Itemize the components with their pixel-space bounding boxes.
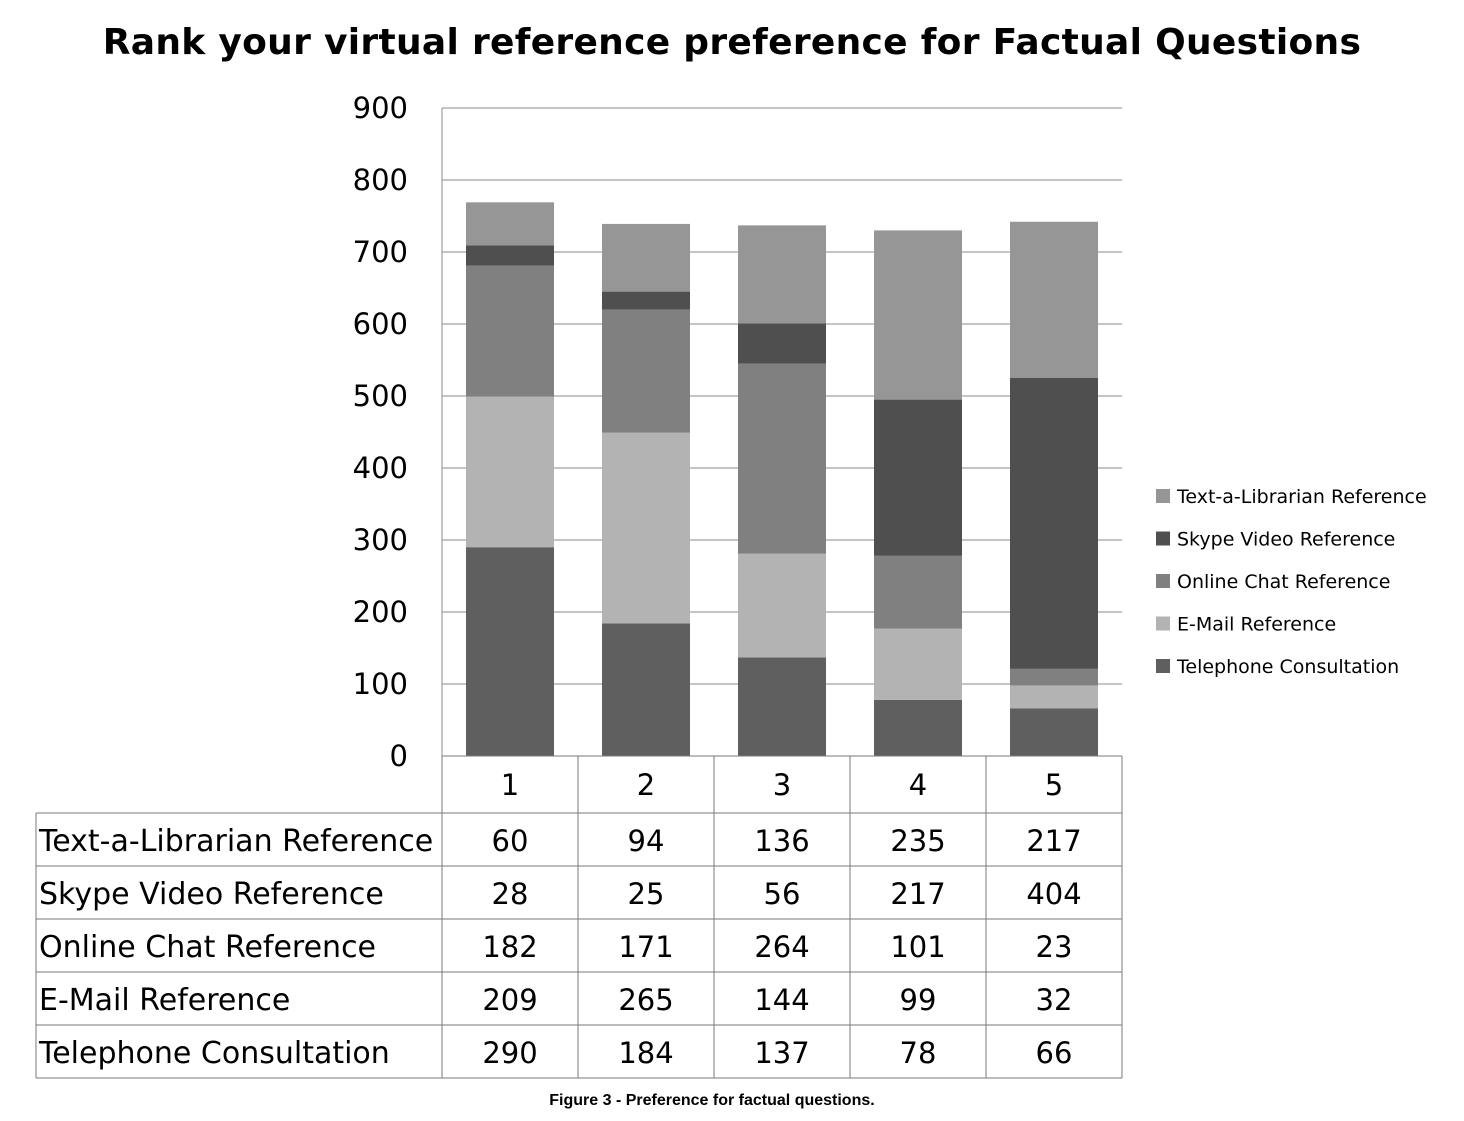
bar-segment bbox=[738, 323, 826, 364]
bar-segment bbox=[466, 547, 554, 756]
table-cell: 66 bbox=[1036, 1036, 1073, 1070]
bar-segment bbox=[602, 623, 690, 756]
table-row-label: Telephone Consultation bbox=[38, 1036, 390, 1071]
bar-segment bbox=[874, 230, 962, 400]
bar-segment bbox=[738, 363, 826, 554]
y-tick-label: 500 bbox=[353, 379, 408, 413]
bar-segment bbox=[602, 223, 690, 292]
legend-swatch bbox=[1156, 616, 1170, 631]
table-row-label: Online Chat Reference bbox=[39, 930, 376, 965]
table-cell: 290 bbox=[482, 1036, 537, 1070]
table-cell: 101 bbox=[890, 930, 945, 964]
category-label: 4 bbox=[909, 768, 927, 802]
bar-segment bbox=[874, 699, 962, 756]
y-tick-label: 600 bbox=[353, 307, 408, 341]
bar-segment bbox=[738, 225, 826, 324]
table-cell: 184 bbox=[618, 1036, 673, 1070]
y-tick-label: 700 bbox=[353, 235, 408, 269]
bar-segment bbox=[1010, 668, 1098, 686]
category-label: 5 bbox=[1045, 768, 1063, 802]
legend-swatch bbox=[1156, 659, 1170, 673]
table-cell: 171 bbox=[618, 930, 673, 964]
table-cell: 99 bbox=[900, 983, 937, 1017]
table-row-label: E-Mail Reference bbox=[39, 983, 290, 1018]
legend-swatch bbox=[1156, 489, 1170, 503]
bar-segment bbox=[602, 291, 690, 310]
table-row-label: Skype Video Reference bbox=[39, 877, 384, 912]
y-tick-label: 900 bbox=[353, 91, 408, 125]
y-tick-label: 0 bbox=[390, 739, 408, 773]
bar-segment bbox=[874, 628, 962, 700]
legend-label: Telephone Consultation bbox=[1176, 656, 1399, 678]
legend-label: Text-a-Librarian Reference bbox=[1176, 486, 1427, 508]
bar-segment bbox=[874, 399, 962, 556]
y-tick-label: 100 bbox=[353, 667, 408, 701]
chart-title: Rank your virtual reference preference f… bbox=[102, 22, 1362, 63]
legend-label: Online Chat Reference bbox=[1177, 571, 1390, 593]
bar-segment bbox=[466, 202, 554, 246]
bar-segment bbox=[466, 245, 554, 266]
table-cell: 182 bbox=[482, 930, 537, 964]
bar-segment bbox=[1010, 708, 1098, 756]
legend: Text-a-Librarian Reference Skype Video Re… bbox=[1156, 486, 1427, 678]
bar-segment bbox=[1010, 685, 1098, 709]
table-cell: 23 bbox=[1036, 930, 1073, 964]
bar-segment bbox=[466, 396, 554, 548]
category-label: 2 bbox=[637, 768, 655, 802]
table-cell: 144 bbox=[754, 983, 809, 1017]
bar-segment bbox=[738, 657, 826, 756]
legend-swatch bbox=[1156, 531, 1170, 546]
table-cell: 28 bbox=[492, 877, 529, 911]
bar-segment bbox=[1010, 378, 1098, 669]
y-tick-label: 200 bbox=[353, 595, 408, 629]
legend-label: Skype Video Reference bbox=[1177, 529, 1395, 551]
y-tick-label: 300 bbox=[353, 523, 408, 557]
bar-segment bbox=[738, 553, 826, 658]
table-cell: 235 bbox=[890, 824, 945, 858]
table-cell: 217 bbox=[1026, 824, 1081, 858]
table-cell: 136 bbox=[754, 824, 809, 858]
table-cell: 32 bbox=[1036, 983, 1073, 1017]
bar-segment bbox=[1010, 221, 1098, 378]
bar-segment bbox=[602, 432, 690, 624]
table-cell: 94 bbox=[628, 824, 665, 858]
table-cell: 60 bbox=[492, 824, 529, 858]
table-cell: 265 bbox=[618, 983, 673, 1017]
bar-segment bbox=[466, 265, 554, 397]
legend-swatch bbox=[1156, 574, 1170, 588]
table-cell: 404 bbox=[1026, 877, 1081, 911]
table-cell: 217 bbox=[890, 877, 945, 911]
table-cell: 209 bbox=[482, 983, 537, 1017]
legend-label: E-Mail Reference bbox=[1177, 614, 1336, 636]
table-cell: 78 bbox=[900, 1036, 937, 1070]
table-cell: 25 bbox=[628, 877, 665, 911]
y-axis-ticks: 0 100 200 300 400 500 600 700 800 900 bbox=[353, 91, 408, 773]
category-label: 3 bbox=[773, 768, 791, 802]
bar-segment bbox=[602, 309, 690, 433]
table-cell: 264 bbox=[754, 930, 809, 964]
bar-segment bbox=[874, 555, 962, 629]
category-label: 1 bbox=[501, 768, 519, 802]
y-tick-label: 800 bbox=[353, 163, 408, 197]
table-cell: 137 bbox=[754, 1036, 809, 1070]
bars bbox=[466, 202, 1098, 756]
table-cell: 56 bbox=[764, 877, 801, 911]
figure-caption: Figure 3 - Preference for factual questi… bbox=[549, 1092, 875, 1109]
table-row-label: Text-a-Librarian Reference bbox=[38, 824, 433, 859]
y-tick-label: 400 bbox=[353, 451, 408, 485]
